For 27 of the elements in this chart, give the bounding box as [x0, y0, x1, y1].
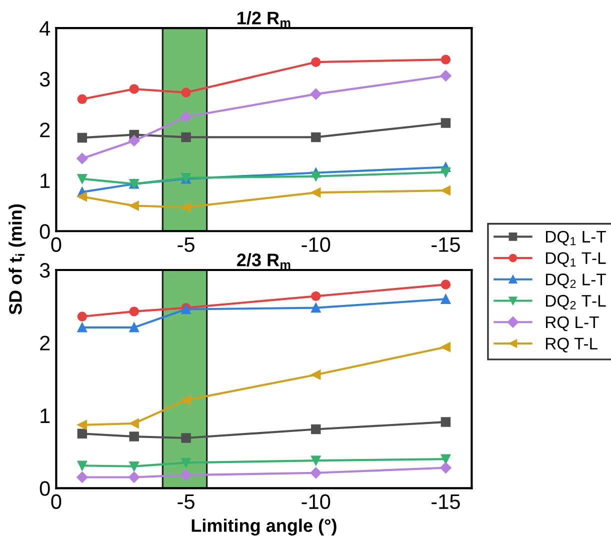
x-tick-label: 0	[51, 237, 62, 252]
y-tick-label: 3	[40, 72, 50, 87]
y-tick-label: 2	[40, 122, 50, 138]
y-tick-label: 1	[40, 408, 50, 423]
legend-label: RQ L-T	[546, 316, 599, 332]
legend-label: DQ$_{1}$ L-T	[546, 230, 606, 246]
x-tick-label: -5	[178, 237, 194, 252]
chart-title: 2/3 R$_{m}$	[237, 253, 290, 270]
chart-title: 1/2 R$_{m}$	[238, 11, 290, 28]
x-axis-title: Limiting angle (°)	[192, 518, 336, 536]
x-tick-label: 0	[51, 494, 62, 510]
y-tick-label: 2	[40, 336, 50, 350]
y-tick-label: 0	[40, 481, 50, 496]
x-tick-label: -10	[302, 494, 330, 510]
x-tick-label: -10	[302, 237, 330, 252]
y-tick-label: 0	[40, 224, 50, 239]
x-tick-label: -5	[178, 494, 194, 510]
y-tick-label: 3	[40, 263, 50, 278]
y-tick-label: 1	[40, 174, 50, 188]
legend-label: RQ T-L	[546, 338, 598, 352]
y-axis-title: SD of t$_{i}$ (min)	[8, 204, 26, 314]
legend-label: DQ$_{2}$ T-L	[546, 294, 606, 310]
x-tick-label: -15	[432, 494, 460, 510]
legend-label: DQ$_{1}$ T-L	[546, 252, 606, 267]
x-tick-label: -15	[432, 237, 460, 252]
legend-label: DQ$_{2}$ L-T	[546, 274, 606, 288]
y-tick-label: 4	[40, 21, 50, 36]
